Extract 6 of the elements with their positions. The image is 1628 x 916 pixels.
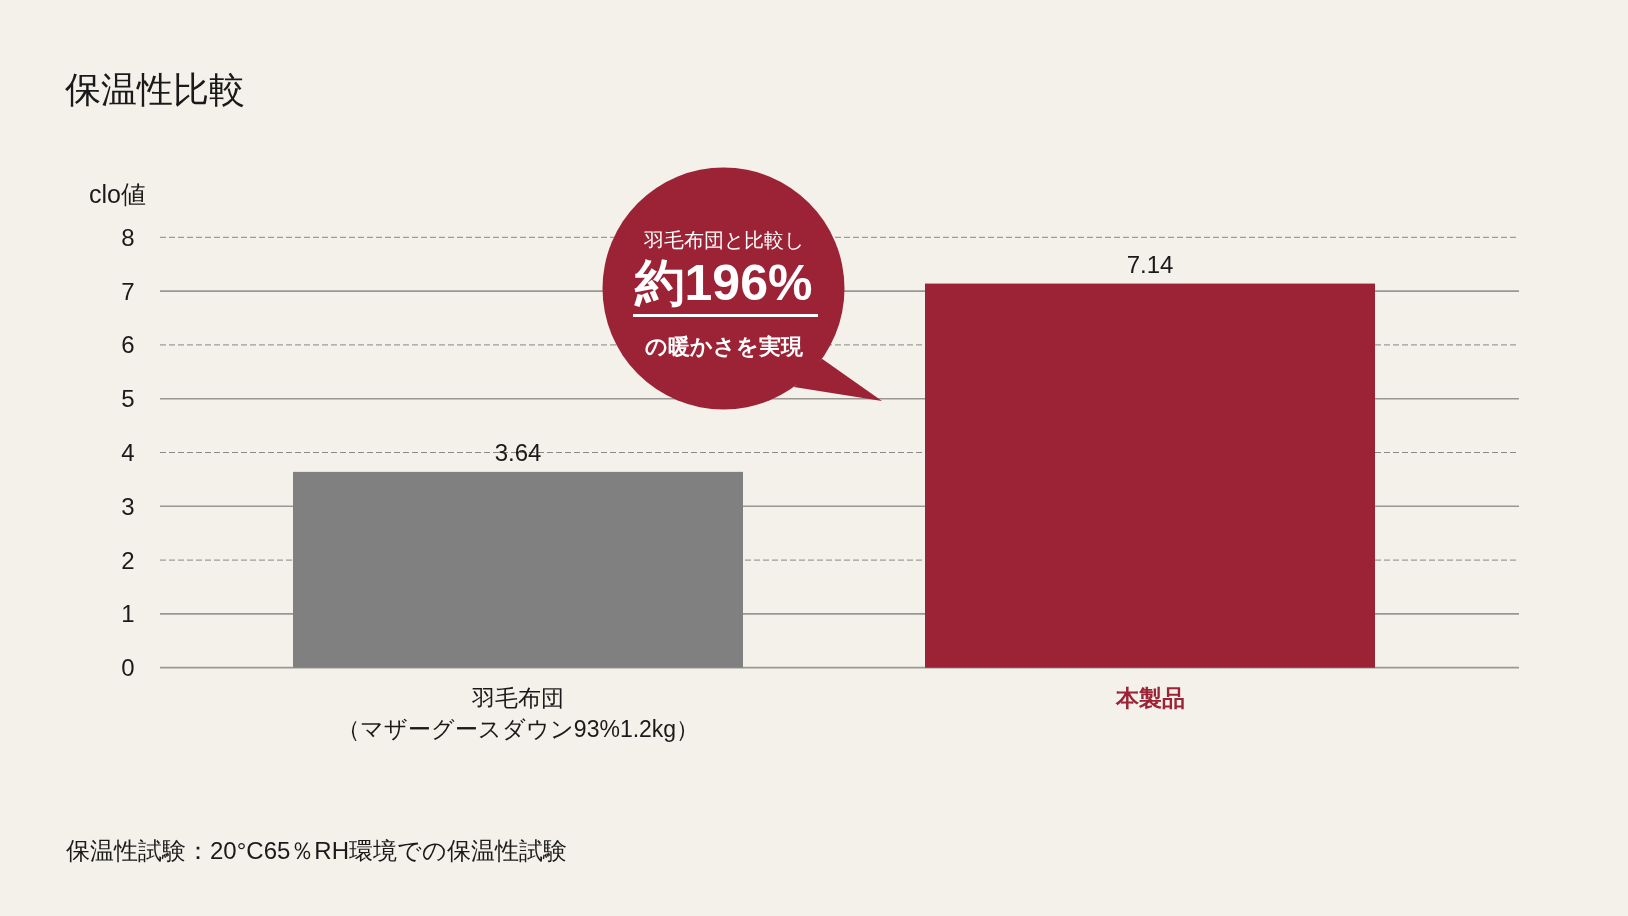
- annotation: 約196%: [634, 255, 813, 311]
- title: 保温性比較: [65, 69, 245, 110]
- annotation: 羽毛布団と比較し: [643, 229, 804, 251]
- annotation: 保温性試験：20°C65％RH環境での保温性試験: [66, 837, 567, 864]
- annotation: の暖かさを実現: [644, 334, 803, 359]
- ylabel: clo値: [89, 180, 146, 208]
